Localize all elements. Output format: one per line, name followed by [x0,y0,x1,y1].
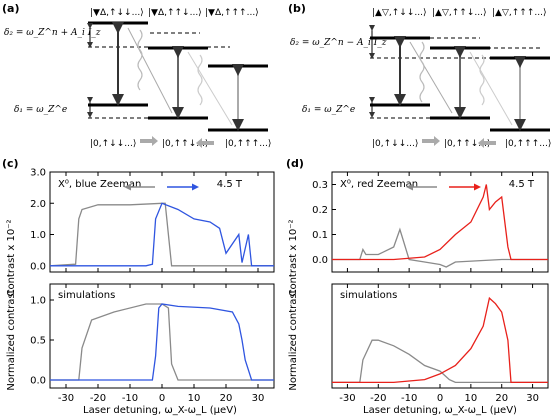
panel-b-label: (b) [288,2,306,15]
panel-d-top-ylabel: Contrast x 10⁻² [288,219,299,296]
panel-c-bottom-title: simulations [58,290,115,301]
series-line-red-d-bot [332,296,548,384]
x-tick-label-c-bot: 10 [188,393,201,404]
panel-b-transitions [394,36,526,131]
panel-d-direction-arrows [406,183,481,191]
x-tick-label-c-bot: -20 [90,393,106,404]
panel-c-top-ylabel: Contrast x 10⁻² [6,219,17,296]
y-tick-label-c-bot: 0.5 [30,336,46,347]
x-tick-label-d-bot: -20 [370,393,386,404]
x-tick-label-d-bot: 30 [526,393,539,404]
panel-d-top-plot: 0.0 0.1 0.2 0.3 [312,171,549,273]
panel-c-direction-arrows [124,183,199,191]
x-tick-label-d-bot: -30 [339,393,355,404]
panel-a-bottom-state-1: |0,↑↓↓...⟩ [90,139,136,149]
panel-d-bottom-ylabel: Normalized contrast [288,289,299,390]
y-tick-label-c-bot: 0.0 [30,376,46,387]
series-line-blue-c-bot [50,303,274,381]
panel-b-delta1: δ₁ = ω_Z^e [302,105,355,115]
panel-b-bottom-state-2: |0,↑↑↓...⟩ [444,139,490,149]
panel-b-spin-flip-arrows [422,136,496,148]
panel-c-xlabel: Laser detuning, ω_X-ω_L (μeV) [83,405,237,416]
series-line-red-d-top [332,184,548,261]
y-tick-label-c-top: 2.0 [30,199,46,210]
panel-c: (c) Contrast x 10⁻² Normalized contrast … [2,157,275,416]
panel-b-top-state-2: |▲▽,↑↑↓...⟩ [432,8,486,18]
series-line-gray-d-top [332,227,548,268]
panel-c-top-plot: 0.0 1.0 2.0 3.0 [30,168,275,273]
y-tick-label-c-top: 0.0 [30,261,46,272]
panel-a-top-state-3: |▼Δ,↑↑↑...⟩ [205,8,259,18]
panel-a-transitions [112,22,244,131]
panel-d: (d) Contrast x 10⁻² Normalized contrast … [286,157,549,416]
x-tick-label-d-bot: -10 [401,393,417,404]
x-tick-label-c-bot: 30 [252,393,265,404]
x-tick-label-c-bot: -30 [58,393,74,404]
panel-b-top-state-3: |▲▽,↑↑↑...⟩ [492,8,546,18]
panel-c-label: (c) [2,157,19,170]
panel-c-top-title: X⁰, blue Zeeman [58,179,141,190]
series-line-gray-c-bot [50,303,274,381]
panel-b-top-state-1: |▲▽,↑↓↓...⟩ [372,8,426,18]
series-line-gray-d-bot [332,339,548,384]
x-tick-label-d-bot: 10 [464,393,477,404]
panel-a-top-state-1: |▼Δ,↑↓↓...⟩ [90,8,144,18]
panel-a-spin-flip-arrows [140,136,214,148]
panel-d-xlabel: Laser detuning, ω_X-ω_L (μeV) [363,405,517,416]
panel-a-top-state-2: |▼Δ,↑↑↓...⟩ [148,8,202,18]
x-tick-label-d-bot: 20 [495,393,508,404]
y-tick-label-c-top: 1.0 [30,230,46,241]
x-tick-label-c-bot: 0 [159,393,165,404]
panel-a-bottom-state-3: |0,↑↑↑...⟩ [225,139,271,149]
panel-b-dashed-refs [370,37,540,119]
panel-d-bottom-title: simulations [340,290,397,301]
x-tick-label-c-bot: 20 [220,393,233,404]
panel-b-bottom-state-1: |0,↑↓↓...⟩ [372,139,418,149]
panel-a-label: (a) [2,2,19,15]
panel-a-delta2: δ₂ = ω_Z^n + A_i I_z [4,28,101,38]
panel-b-bottom-state-3: |0,↑↑↑...⟩ [505,139,551,149]
panel-c-field: 4.5 T [217,179,243,190]
panel-d-top-title: X⁰, red Zeeman [340,179,418,190]
y-tick-label-d-top: 0.2 [312,205,328,216]
x-tick-label-c-bot: -10 [122,393,138,404]
panel-b-delta2: δ₂ = ω_Z^n − A_i I_z [290,38,387,48]
series-line-blue-c-top [50,202,274,267]
x-tick-label-d-bot: 0 [437,393,443,404]
panel-d-label: (d) [286,157,304,170]
y-tick-label-d-top: 0.0 [312,255,328,266]
series-line-gray-c-top [49,202,274,267]
y-tick-label-c-top: 3.0 [30,168,46,179]
panel-a-bottom-state-2: |0,↑↑↓...⟩ [162,139,208,149]
panel-a-dashed-refs [88,32,230,119]
y-tick-label-d-top: 0.3 [312,180,328,191]
panel-a-delta1: δ₁ = ω_Z^e [14,105,67,115]
panel-d-field: 4.5 T [509,179,535,190]
panel-c-bottom-plot: -30 -20 -10 0 10 20 30 0.0 0.5 1.0 [30,283,275,404]
panel-b-energy-diagram: (b) |▲▽,↑↓↓...⟩ |▲▽,↑↑↓...⟩ |▲▽,↑↑↑...⟩ … [288,2,551,149]
panel-d-bottom-plot: -30 -20 -10 0 10 20 30 [331,283,549,404]
y-tick-label-c-bot: 1.0 [30,296,46,307]
panel-c-bottom-ylabel: Normalized contrast [6,289,17,390]
y-tick-label-d-top: 0.1 [312,230,328,241]
panel-a-energy-diagram: (a) |▼Δ,↑↓↓...⟩ |▼Δ,↑↑↓...⟩ |▼Δ,↑↑↑...⟩ … [2,2,271,149]
